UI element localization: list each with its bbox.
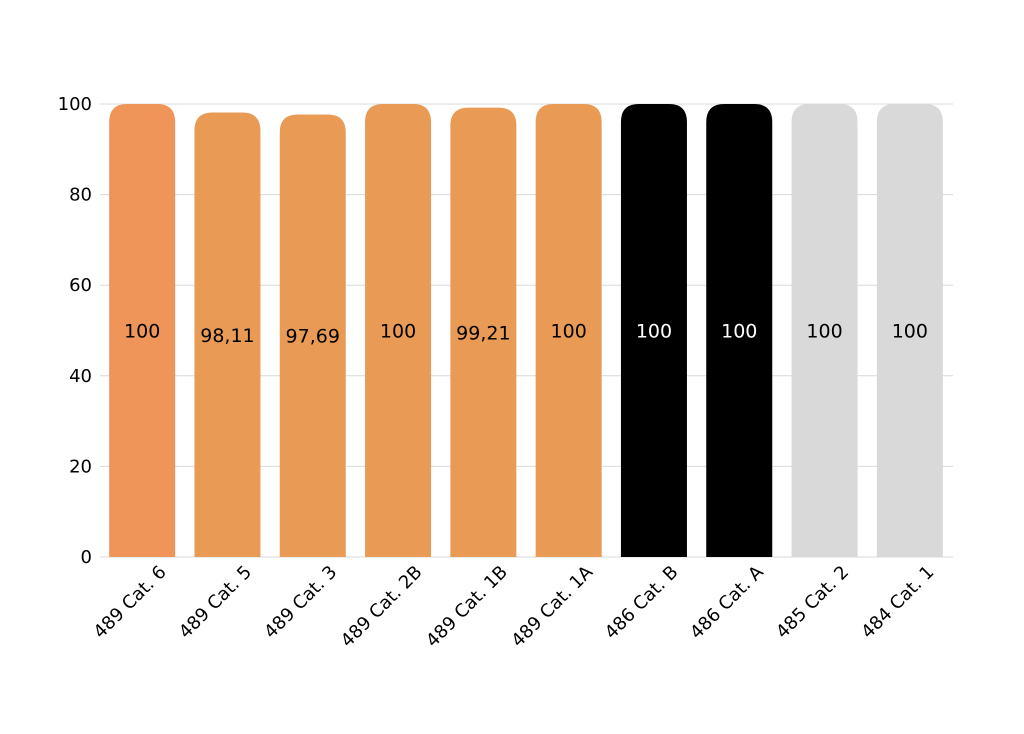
y-tick-label: 80: [69, 185, 92, 206]
x-tick-label: 489 Cat. 1B: [422, 562, 512, 652]
y-tick-label: 0: [81, 547, 92, 568]
x-tick-label: 485 Cat. 2: [772, 562, 853, 643]
data-label: 100: [551, 321, 587, 343]
x-tick-label: 486 Cat. B: [601, 562, 683, 644]
y-tick-label: 100: [58, 94, 92, 115]
bar: [876, 104, 943, 557]
data-label: 100: [380, 321, 416, 343]
data-label: 98,11: [200, 325, 254, 347]
y-tick-label: 40: [69, 366, 92, 387]
bar: [194, 112, 261, 557]
bar: [450, 107, 517, 557]
x-tick-label: 489 Cat. 5: [175, 562, 256, 643]
x-tick-label: 486 Cat. A: [686, 561, 768, 643]
y-axis-ticks: 0 20 40 60 80 100: [58, 94, 92, 568]
data-label: 97,69: [286, 326, 340, 348]
data-label: 100: [721, 321, 757, 343]
bars: [109, 104, 943, 558]
data-label: 100: [124, 321, 160, 343]
x-tick-label: 484 Cat. 1: [857, 562, 938, 643]
y-tick-label: 60: [69, 275, 92, 296]
bar: [109, 104, 176, 557]
data-labels: 100 98,11 97,69 100 99,21 100 100 100 100 100: [124, 321, 928, 348]
data-label: 99,21: [456, 322, 510, 344]
bar: [791, 104, 858, 557]
data-label: 100: [892, 321, 928, 343]
x-tick-label: 489 Cat. 2B: [337, 562, 427, 652]
x-tick-label: 489 Cat. 6: [90, 562, 171, 643]
bar: [279, 114, 346, 558]
x-tick-label: 489 Cat. 1A: [507, 561, 597, 651]
bar: [706, 104, 773, 557]
x-tick-label: 489 Cat. 3: [260, 562, 341, 643]
bar: [620, 104, 687, 557]
bar: [365, 104, 432, 557]
y-tick-label: 20: [69, 456, 92, 477]
bar: [535, 104, 602, 557]
data-label: 100: [806, 321, 842, 343]
data-label: 100: [636, 321, 672, 343]
